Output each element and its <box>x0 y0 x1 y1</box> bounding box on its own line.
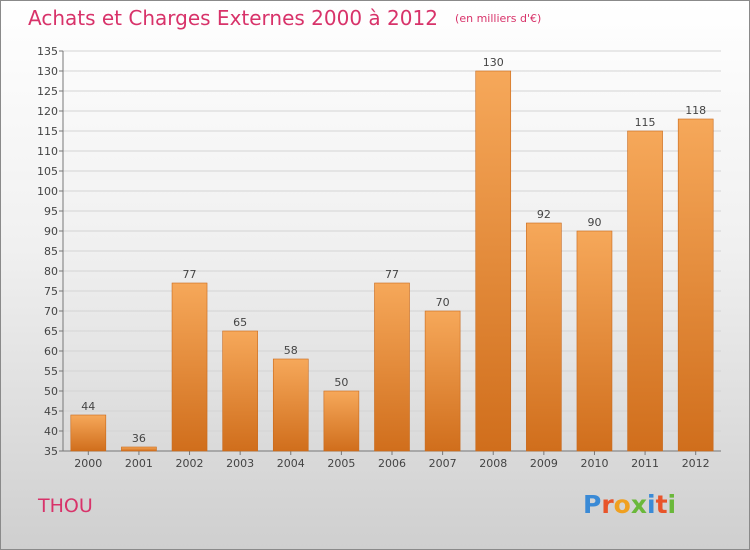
logo-letter: x <box>630 490 647 519</box>
x-tick-label: 2002 <box>176 457 204 470</box>
bar-2012 <box>677 118 714 452</box>
bar-2005 <box>323 390 360 452</box>
y-tick-label: 40 <box>44 425 58 438</box>
x-tick-label: 2010 <box>580 457 608 470</box>
y-tick-label: 90 <box>44 225 58 238</box>
bar-2010 <box>576 230 613 452</box>
y-tick-labels: 35 40 45 50 55 60 65 70 75 80 85 90 95 100 105 110 115 12… <box>37 45 58 458</box>
data-label-2005: 50 <box>334 376 348 389</box>
y-tick-label: 45 <box>44 405 58 418</box>
data-label-2002: 77 <box>183 268 197 281</box>
bar-2000 <box>70 414 107 452</box>
data-label-2006: 77 <box>385 268 399 281</box>
title-block: Achats et Charges Externes 2000 à 2012 (… <box>28 6 541 30</box>
x-tick-label: 2006 <box>378 457 406 470</box>
bar-2006 <box>374 282 410 452</box>
data-label-2000: 44 <box>81 400 95 413</box>
x-tick-label: 2012 <box>682 457 710 470</box>
y-tick-label: 35 <box>44 445 58 458</box>
x-tick-label: 2001 <box>125 457 153 470</box>
x-tick-label: 2007 <box>429 457 457 470</box>
bar-2009 <box>526 222 562 452</box>
bar-2002 <box>171 282 208 452</box>
y-tick-label: 110 <box>37 145 58 158</box>
proxiti-logo[interactable]: Proxiti <box>583 490 676 519</box>
logo-letter: i <box>647 490 656 519</box>
y-tick-label: 120 <box>37 105 58 118</box>
y-tick-label: 125 <box>37 85 58 98</box>
y-tick-label: 100 <box>37 185 58 198</box>
data-label-2001: 36 <box>132 432 146 445</box>
data-label-2008: 130 <box>483 56 504 69</box>
bar-2007 <box>424 310 461 452</box>
y-tick-label: 75 <box>44 285 58 298</box>
y-tick-label: 105 <box>37 165 58 178</box>
y-tick-label: 65 <box>44 325 58 338</box>
x-tick-label: 2011 <box>631 457 659 470</box>
logo-letter: P <box>583 490 602 519</box>
data-label-2003: 65 <box>233 316 247 329</box>
chart-unit: (en milliers d'€) <box>455 12 542 25</box>
bar-2003 <box>222 330 258 452</box>
chart-title: Achats et Charges Externes 2000 à 2012 <box>28 6 438 30</box>
y-tick-label: 135 <box>37 45 58 58</box>
bar-2011 <box>627 130 663 452</box>
y-tick-label: 50 <box>44 385 58 398</box>
y-tick-label: 55 <box>44 365 58 378</box>
bar-2004 <box>272 358 309 452</box>
data-label-2010: 90 <box>587 216 601 229</box>
logo-letter: t <box>655 490 668 519</box>
x-tick-label: 2009 <box>530 457 558 470</box>
bar-2008 <box>475 70 512 452</box>
y-tick-label: 70 <box>44 305 58 318</box>
data-label-2012: 118 <box>685 104 706 117</box>
x-tick-label: 2008 <box>479 457 507 470</box>
y-tick-label: 130 <box>37 65 58 78</box>
y-tick-label: 85 <box>44 245 58 258</box>
x-tick-label: 2005 <box>327 457 355 470</box>
y-tick-label: 115 <box>37 125 58 138</box>
data-label-2009: 92 <box>537 208 551 221</box>
logo-letter: r <box>601 490 614 519</box>
y-tick-label: 60 <box>44 345 58 358</box>
y-tick-label: 95 <box>44 205 58 218</box>
x-tick-label: 2000 <box>74 457 102 470</box>
data-label-2004: 58 <box>284 344 298 357</box>
bar-2001 <box>121 446 157 452</box>
data-labels: 44 36 77 65 58 50 77 70 130 92 90 115 118 <box>81 56 706 445</box>
x-tick-label: 2003 <box>226 457 254 470</box>
commune-name: THOU <box>38 495 93 517</box>
x-tick-labels: 2000 2001 2002 2003 2004 2005 2006 2007 2008 2009… <box>74 457 709 470</box>
logo-letter: o <box>613 490 631 519</box>
data-label-2011: 115 <box>635 116 656 129</box>
data-label-2007: 70 <box>436 296 450 309</box>
x-tick-label: 2004 <box>277 457 305 470</box>
bars <box>70 70 714 452</box>
logo-letter: i <box>667 490 677 519</box>
y-tick-label: 80 <box>44 265 58 278</box>
